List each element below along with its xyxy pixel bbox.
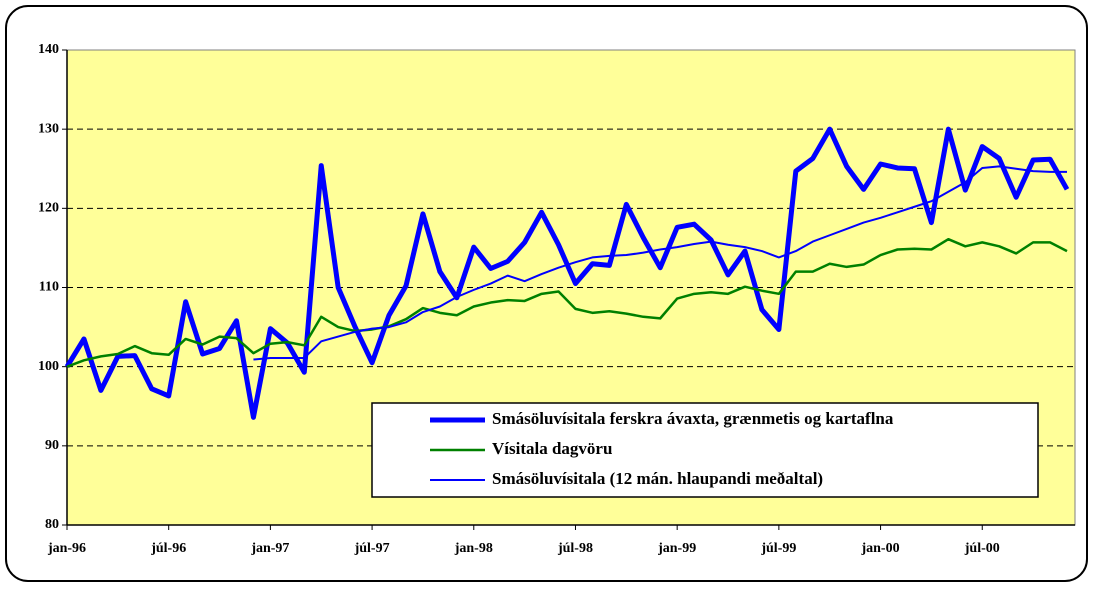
series-line xyxy=(253,165,1067,361)
legend-label: Vísitala dagvöru xyxy=(492,439,612,458)
y-tick-label: 90 xyxy=(45,438,59,453)
x-tick-label: júl-96 xyxy=(150,541,186,556)
x-tick-label: jan-96 xyxy=(47,541,86,556)
y-tick-label: 80 xyxy=(45,517,59,532)
x-tick-label: júl-99 xyxy=(760,541,796,556)
y-tick-label: 100 xyxy=(38,359,59,374)
series-line xyxy=(66,237,1068,368)
y-tick-label: 110 xyxy=(39,280,59,295)
x-tick-label: jan-99 xyxy=(657,541,696,556)
x-tick-label: júl-00 xyxy=(964,541,1000,556)
y-tick-label: 120 xyxy=(38,201,59,216)
y-tick-label: 130 xyxy=(38,121,59,136)
x-tick-label: júl-98 xyxy=(557,541,593,556)
x-tick-label: jan-00 xyxy=(860,541,899,556)
legend-label: Smásöluvísitala (12 mán. hlaupandi meðal… xyxy=(492,469,823,488)
x-tick-label: jan-97 xyxy=(250,541,289,556)
y-tick-label: 140 xyxy=(38,42,59,57)
legend-label: Smásöluvísitala ferskra ávaxta, grænmeti… xyxy=(492,409,894,428)
x-tick-label: júl-97 xyxy=(354,541,390,556)
x-tick-label: jan-98 xyxy=(454,541,493,556)
